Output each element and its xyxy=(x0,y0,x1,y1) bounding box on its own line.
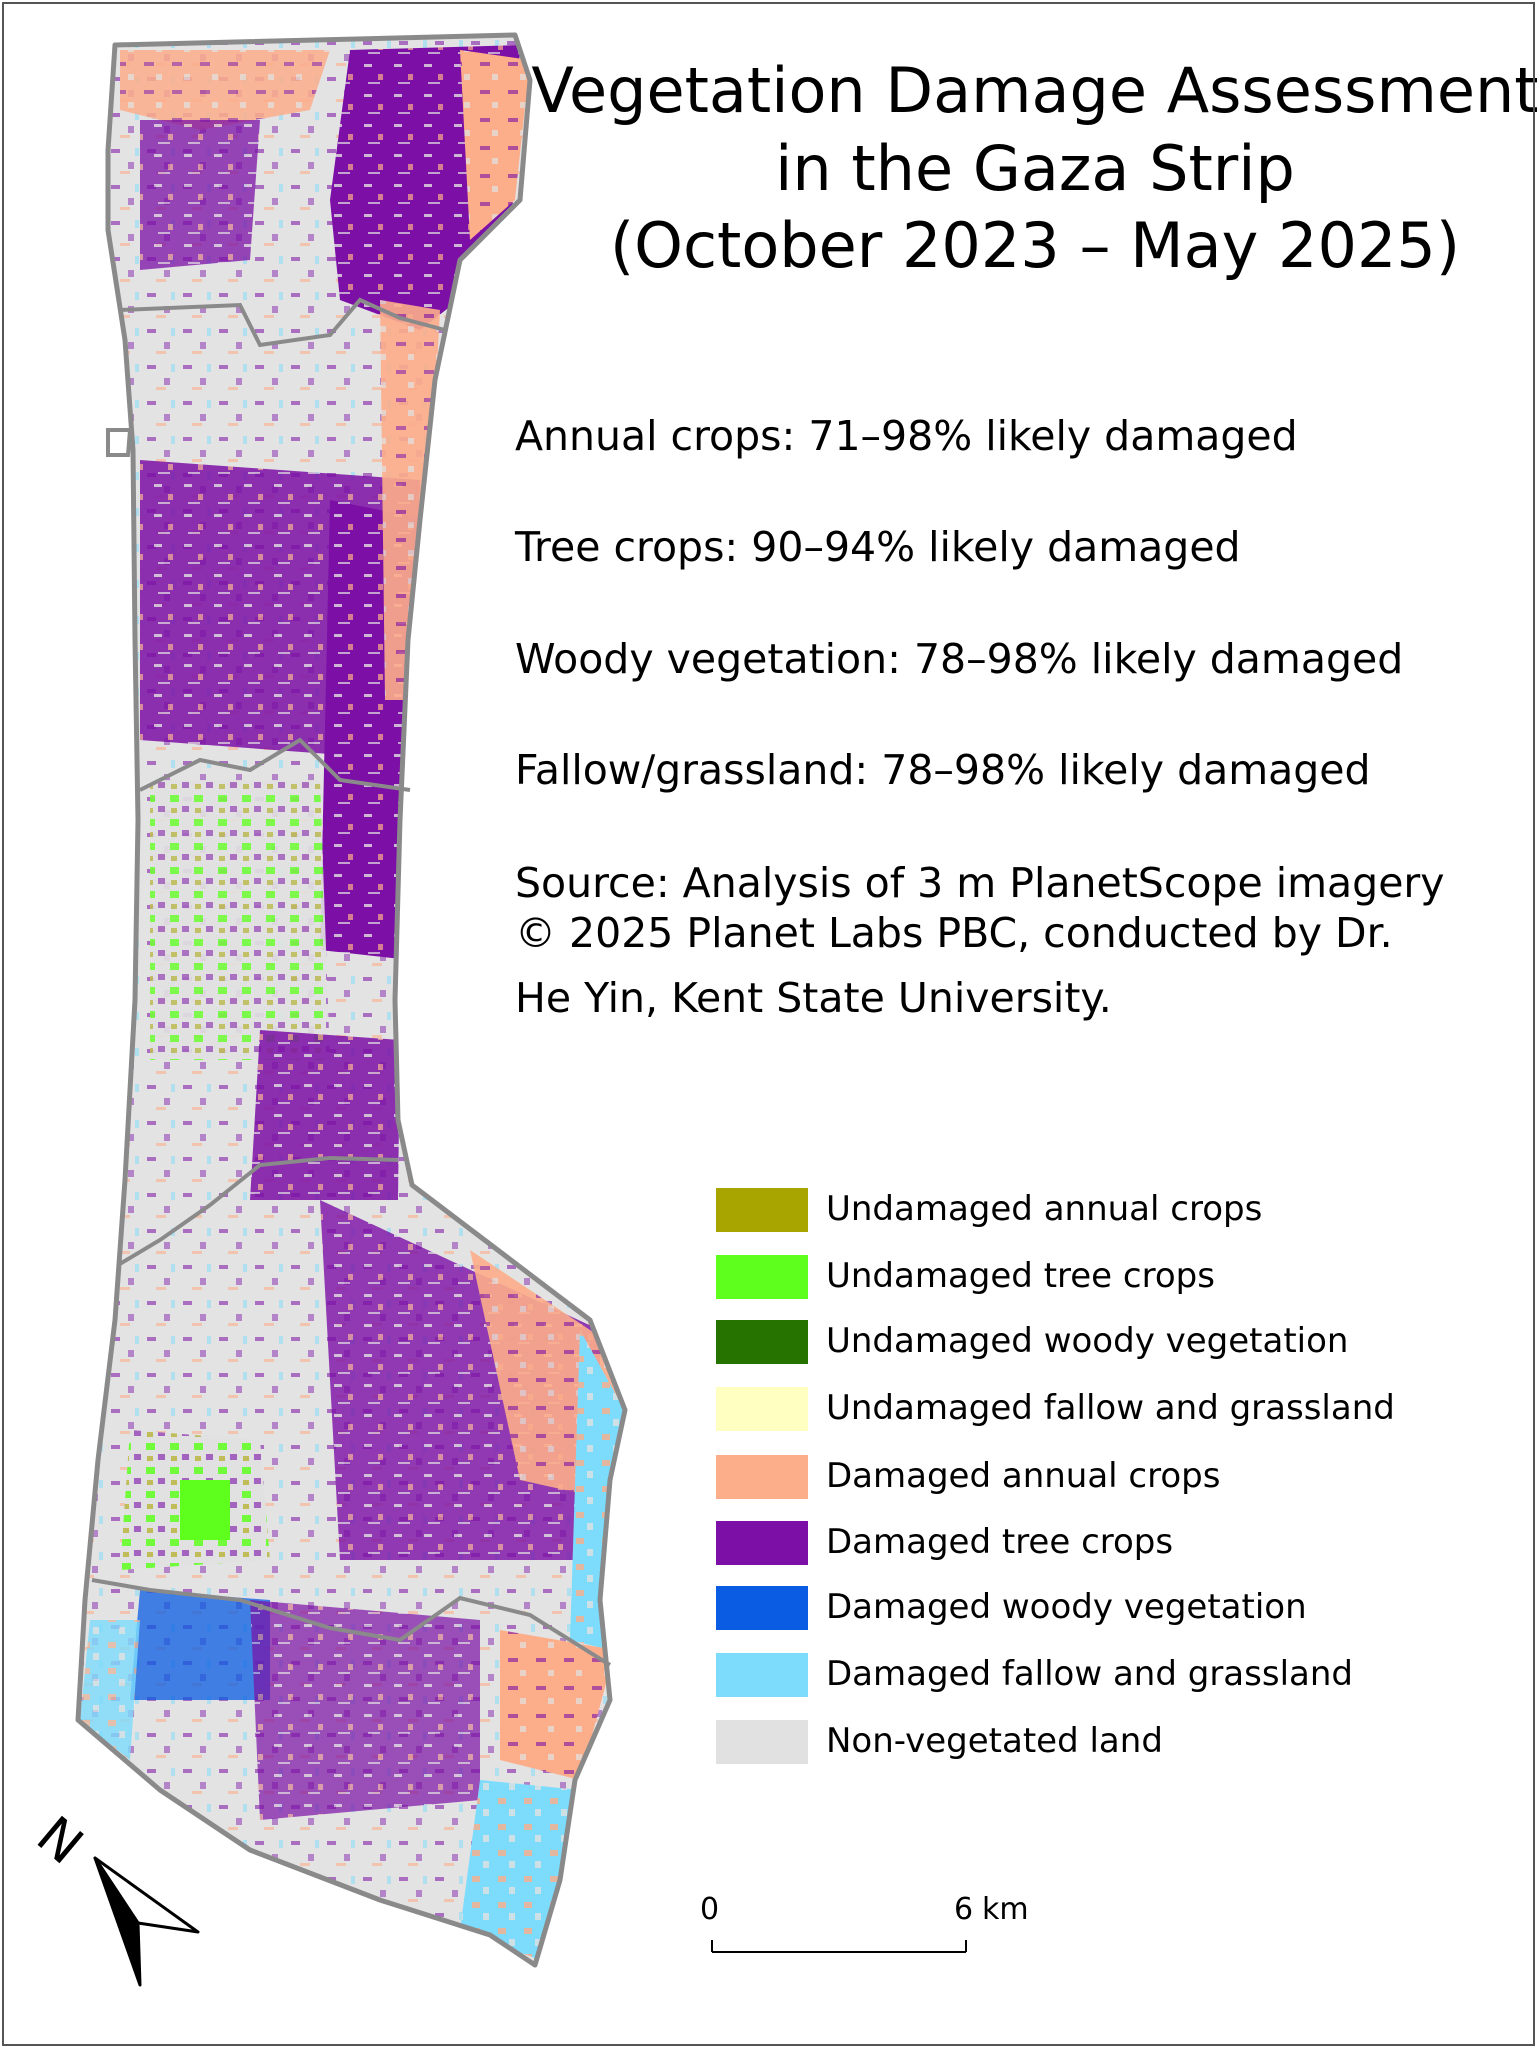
legend-label: Undamaged tree crops xyxy=(826,1256,1215,1296)
north-arrow-icon xyxy=(93,1856,200,1987)
governorate-boundary xyxy=(116,1155,399,1267)
map-title-line-2: in the Gaza Strip xyxy=(775,132,1295,205)
legend-swatch xyxy=(716,1455,808,1499)
legend-swatch xyxy=(716,1720,808,1764)
legend-swatch xyxy=(716,1188,808,1232)
legend-swatch xyxy=(716,1320,808,1364)
legend-swatch xyxy=(716,1653,808,1697)
legend-label: Damaged tree crops xyxy=(826,1522,1174,1562)
stat-fallow-grassland: Fallow/grassland: 78–98% likely damaged xyxy=(515,746,1371,794)
source-line-3: He Yin, Kent State University. xyxy=(515,974,1112,1022)
stat-annual-crops: Annual crops: 71–98% likely damaged xyxy=(515,412,1298,460)
source-line-2: © 2025 Planet Labs PBC, conducted by Dr. xyxy=(515,909,1393,957)
legend-label: Non-vegetated land xyxy=(826,1721,1163,1761)
governorate-boundary xyxy=(139,737,411,792)
legend-label: Undamaged fallow and grassland xyxy=(826,1388,1395,1428)
legend-label: Damaged woody vegetation xyxy=(826,1587,1307,1627)
stat-woody-vegetation: Woody vegetation: 78–98% likely damaged xyxy=(515,635,1404,683)
stat-tree-crops: Tree crops: 90–94% likely damaged xyxy=(515,523,1241,571)
legend-swatch xyxy=(716,1586,808,1630)
governorate-boundary xyxy=(119,297,446,348)
governorate-boundary xyxy=(91,1578,612,1667)
scale-unit-label: km xyxy=(982,1892,1029,1927)
scale-end-label: 6 xyxy=(954,1892,974,1927)
source-line-1: Source: Analysis of 3 m PlanetScope imag… xyxy=(515,859,1445,907)
legend-swatch xyxy=(716,1387,808,1431)
legend-label: Undamaged annual crops xyxy=(826,1189,1263,1229)
legend-label: Undamaged woody vegetation xyxy=(826,1321,1349,1361)
legend-swatch xyxy=(716,1255,808,1299)
legend-swatch xyxy=(716,1521,808,1565)
strip-boundary xyxy=(75,32,628,1968)
legend-label: Damaged annual crops xyxy=(826,1456,1221,1496)
map-title-line-3: (October 2023 – May 2025) xyxy=(609,209,1461,282)
scale-start-label: 0 xyxy=(700,1892,720,1927)
scale-bar xyxy=(711,1940,967,1953)
legend-label: Damaged fallow and grassland xyxy=(826,1654,1353,1694)
map-title-line-1: Vegetation Damage Assessment xyxy=(531,54,1537,127)
